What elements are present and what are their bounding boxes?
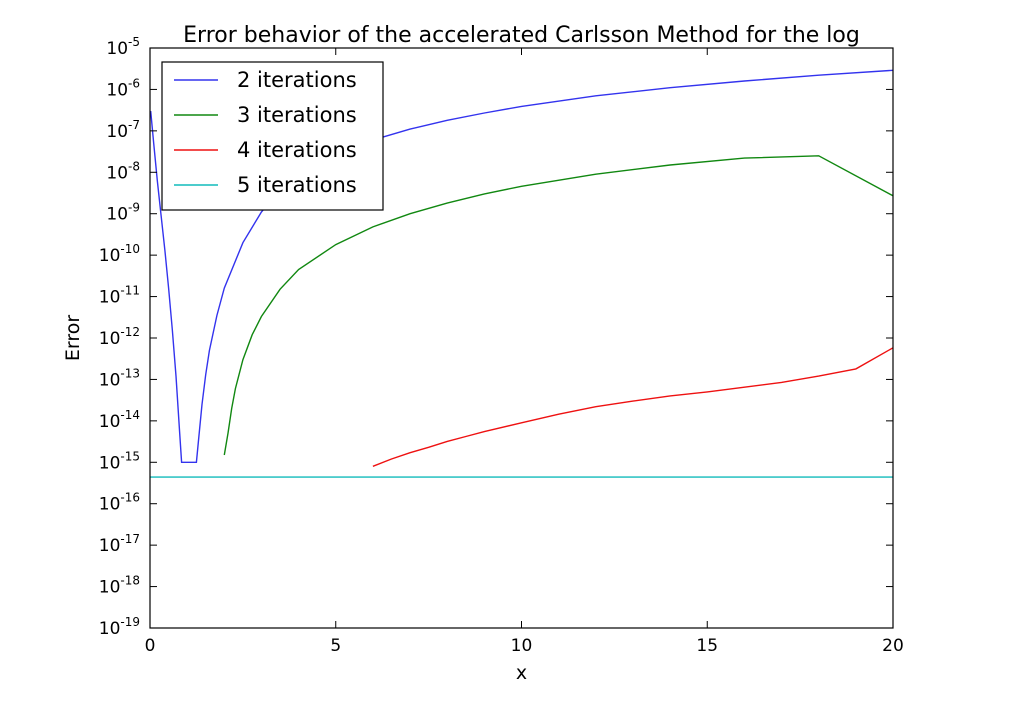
y-tick-base: 10 [99,288,121,308]
y-tick-exponent: -14 [120,408,140,422]
y-tick-exponent: -7 [128,118,140,132]
x-axis-label: x [516,662,527,684]
y-tick-label: 10-17 [99,532,140,556]
x-tick-label: 15 [696,636,718,656]
y-tick-base: 10 [99,453,121,473]
y-tick-exponent: -16 [120,491,140,505]
y-tick-label: 10-6 [106,76,140,100]
legend: 2 iterations 3 iterations 4 iterations 5 it… [161,61,384,211]
y-tick-exponent: -17 [120,532,140,546]
y-tick-base: 10 [99,246,121,266]
y-tick-label: 10-18 [99,574,140,598]
y-tick-label: 10-15 [99,449,140,473]
y-tick-base: 10 [106,122,128,142]
y-tick-exponent: -10 [120,242,140,256]
x-tick-label: 10 [511,636,533,656]
y-tick-base: 10 [99,329,121,349]
y-tick-exponent: -11 [120,284,140,298]
y-tick-label: 10-16 [99,491,140,515]
y-tick-base: 10 [99,495,121,515]
y-tick-base: 10 [106,80,128,100]
y-tick-exponent: -8 [128,159,140,173]
y-tick-base: 10 [106,39,128,59]
series-line-2-iterations [150,69,894,463]
y-tick-label: 10-5 [106,35,140,59]
x-tick-label: 5 [330,636,341,656]
y-tick-exponent: -19 [120,615,140,629]
y-tick-base: 10 [99,619,121,639]
x-tick-label: 0 [145,636,156,656]
tick-layer: 0 5 10 15 2010-1910-1810-1710-1610-1510-1410… [99,35,904,656]
y-tick-label: 10-10 [99,242,140,266]
y-tick-exponent: -9 [128,201,140,215]
y-tick-label: 10-9 [106,201,140,225]
y-tick-exponent: -6 [128,76,140,90]
y-tick-label: 10-12 [99,325,140,349]
y-tick-label: 10-7 [106,118,140,142]
series-layer [150,69,894,478]
y-tick-base: 10 [99,370,121,390]
y-tick-label: 10-19 [99,615,140,639]
y-axis-label: Error [62,315,84,362]
series-line-3-iterations [223,155,894,456]
y-tick-label: 10-11 [99,284,140,308]
y-tick-exponent: -18 [120,574,140,588]
y-tick-base: 10 [106,163,128,183]
y-tick-exponent: -5 [128,35,140,49]
series-line-4-iterations [372,347,894,467]
chart-title: Error behavior of the accelerated Carlss… [183,23,860,48]
y-tick-base: 10 [99,578,121,598]
legend-label: 3 iterations [237,103,357,127]
y-tick-exponent: -12 [120,325,140,339]
y-tick-exponent: -15 [120,449,140,463]
y-tick-label: 10-13 [99,366,140,390]
x-tick-label: 20 [882,636,904,656]
legend-label: 4 iterations [237,138,357,162]
y-tick-label: 10-14 [99,408,140,432]
legend-label: 5 iterations [237,173,357,197]
legend-label: 2 iterations [237,68,357,92]
y-tick-base: 10 [106,205,128,225]
y-tick-exponent: -13 [120,366,140,380]
y-tick-base: 10 [99,536,121,556]
y-tick-base: 10 [99,412,121,432]
y-tick-label: 10-8 [106,159,140,183]
